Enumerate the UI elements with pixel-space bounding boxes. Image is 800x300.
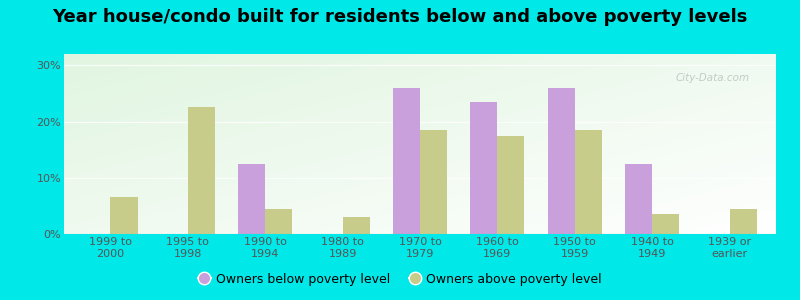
Bar	[393, 88, 420, 234]
Bar	[188, 107, 215, 234]
Bar	[652, 214, 679, 234]
Bar	[625, 164, 652, 234]
Bar	[574, 130, 602, 234]
Text: City-Data.com: City-Data.com	[676, 73, 750, 83]
Bar	[342, 217, 370, 234]
Bar	[110, 197, 138, 234]
Bar	[238, 164, 266, 234]
Bar	[498, 136, 525, 234]
Bar	[266, 209, 292, 234]
Bar	[420, 130, 447, 234]
Bar	[470, 102, 498, 234]
Legend: Owners below poverty level, Owners above poverty level: Owners below poverty level, Owners above…	[193, 268, 607, 291]
Bar	[548, 88, 574, 234]
Text: Year house/condo built for residents below and above poverty levels: Year house/condo built for residents bel…	[52, 8, 748, 26]
Bar	[730, 209, 757, 234]
